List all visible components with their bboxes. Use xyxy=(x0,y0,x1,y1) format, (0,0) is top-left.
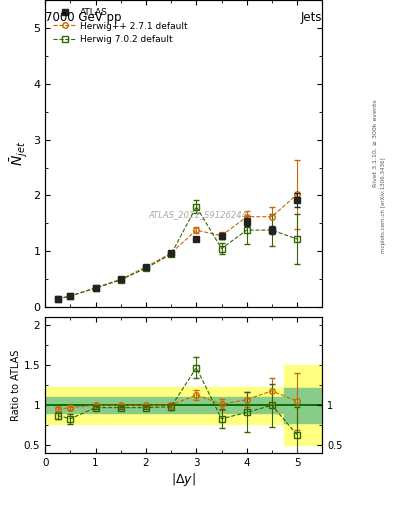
Text: Jets: Jets xyxy=(301,11,322,25)
Bar xyxy=(285,366,322,445)
Bar xyxy=(285,388,322,423)
Text: ATLAS_2011_S9126244: ATLAS_2011_S9126244 xyxy=(148,210,247,220)
X-axis label: |$\Delta y$|: |$\Delta y$| xyxy=(171,471,196,488)
Bar xyxy=(45,397,285,413)
Text: mcplots.cern.ch [arXiv:1306.3436]: mcplots.cern.ch [arXiv:1306.3436] xyxy=(381,157,386,252)
Text: Rivet 3.1.10, ≥ 300k events: Rivet 3.1.10, ≥ 300k events xyxy=(373,99,378,187)
Bar xyxy=(45,387,285,423)
Legend: ATLAS, Herwig++ 2.7.1 default, Herwig 7.0.2 default: ATLAS, Herwig++ 2.7.1 default, Herwig 7.… xyxy=(50,5,192,48)
Y-axis label: $\bar{N}_{jet}$: $\bar{N}_{jet}$ xyxy=(9,141,30,166)
Text: 7000 GeV pp: 7000 GeV pp xyxy=(45,11,122,25)
Y-axis label: Ratio to ATLAS: Ratio to ATLAS xyxy=(11,350,21,421)
